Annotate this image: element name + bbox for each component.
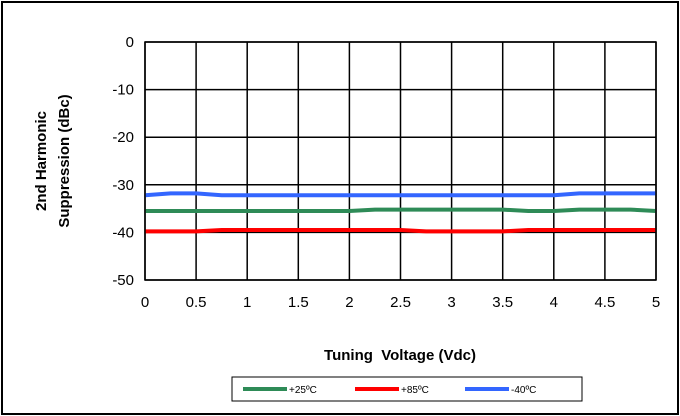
x-tick-label: 0.5 xyxy=(186,294,207,311)
x-tick-label: 2.5 xyxy=(390,294,411,311)
y-tick-label: -10 xyxy=(112,82,134,99)
x-tick-label: 1.5 xyxy=(288,294,309,311)
legend-label: -40ºC xyxy=(511,385,536,396)
y-tick-label: -20 xyxy=(112,129,134,146)
plot-area-frame xyxy=(144,41,657,281)
legend-entries: +25ºC +85ºC -40ºC xyxy=(243,385,536,396)
legend: +25ºC +85ºC -40ºC xyxy=(231,376,583,402)
series-line xyxy=(144,191,656,198)
x-tick-label: 3.5 xyxy=(492,294,513,311)
x-tick-label: 2 xyxy=(345,294,353,311)
legend-label: +85ºC xyxy=(401,385,429,396)
y-tick-label: 0 xyxy=(126,34,134,51)
x-tick-label: 5 xyxy=(652,294,660,311)
legend-label: +25ºC xyxy=(289,385,317,396)
x-tick-label: 1 xyxy=(243,294,251,311)
series-lines xyxy=(144,191,657,234)
x-tick-label: 0 xyxy=(141,294,149,311)
y-tick-label: -30 xyxy=(112,177,134,194)
series-line xyxy=(145,228,656,234)
x-tick-label: 4.5 xyxy=(594,294,615,311)
x-tick-label: 4 xyxy=(550,294,558,311)
x-tick-labels: 0 0.5 1 1.5 2 2.5 3 3.5 4 4.5 5 xyxy=(141,294,660,311)
y-axis-title-line2: Suppression (dBc) xyxy=(56,94,73,227)
y-axis-title-line1: 2nd Harmonic xyxy=(33,111,50,211)
x-tick-label: 3 xyxy=(447,294,455,311)
series-line xyxy=(145,207,657,213)
y-tick-label: -50 xyxy=(112,272,134,289)
x-axis-title: Tuning Voltage (Vdc) xyxy=(324,347,476,364)
y-tick-label: -40 xyxy=(112,224,134,241)
legend-box xyxy=(231,376,583,402)
y-tick-labels: 0 -10 -20 -30 -40 -50 xyxy=(112,34,134,289)
